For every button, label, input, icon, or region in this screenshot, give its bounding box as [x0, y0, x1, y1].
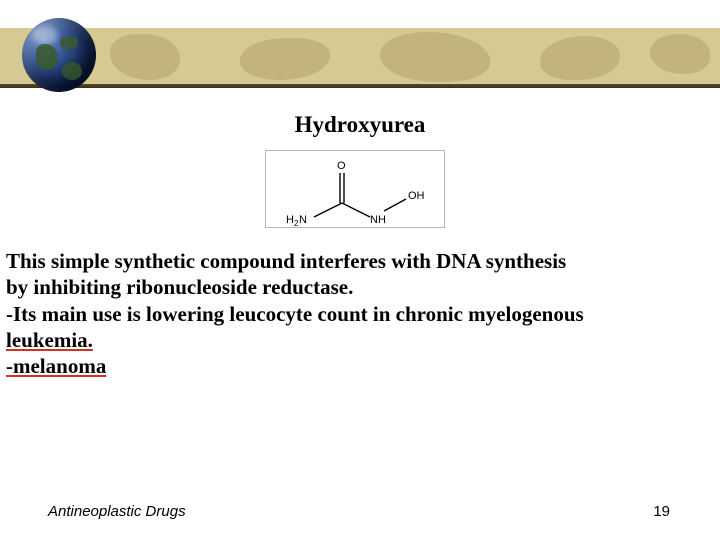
header-divider [0, 84, 720, 88]
chemical-structure: O H 2 N NH OH [265, 150, 445, 228]
body-line-4: -melanoma [6, 354, 106, 378]
svg-text:N: N [299, 214, 307, 226]
footer-topic: Antineoplastic Drugs [48, 503, 186, 520]
globe-icon [22, 18, 96, 92]
svg-text:NH: NH [370, 214, 386, 226]
page-number: 19 [653, 503, 670, 520]
body-line-1: This simple synthetic compound interfere… [6, 248, 706, 274]
body-line-3b: leukemia. [6, 328, 93, 352]
body-text: This simple synthetic compound interfere… [6, 248, 706, 379]
header-map-band [0, 28, 720, 88]
body-line-2: by inhibiting ribonucleoside reductase. [6, 274, 706, 300]
svg-text:H: H [286, 214, 294, 226]
body-line-3: -Its main use is lowering leucocyte coun… [6, 301, 706, 327]
atom-o: O [337, 160, 346, 172]
slide-title: Hydroxyurea [0, 112, 720, 138]
svg-text:OH: OH [408, 190, 425, 202]
